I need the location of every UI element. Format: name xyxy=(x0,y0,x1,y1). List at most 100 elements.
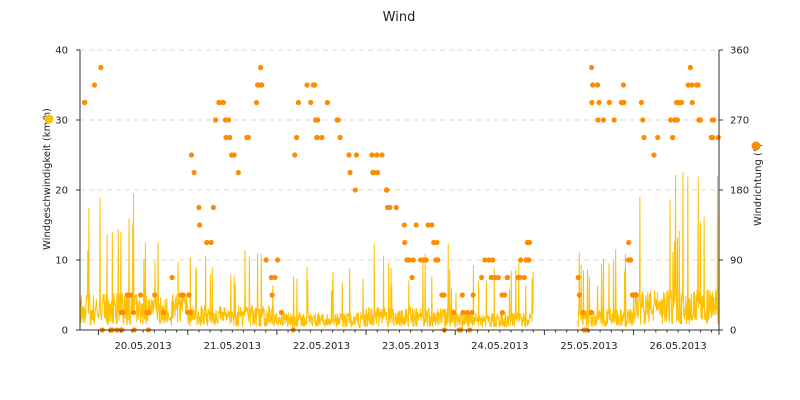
direction-point xyxy=(589,99,595,106)
y-left-tick-label: 20 xyxy=(55,186,68,197)
direction-point xyxy=(595,117,601,123)
direction-point xyxy=(401,222,407,228)
direction-point xyxy=(410,257,416,263)
direction-point xyxy=(697,117,704,123)
speed-legend-marker xyxy=(44,114,54,124)
direction-point xyxy=(152,292,158,298)
direction-point xyxy=(611,117,617,123)
direction-point xyxy=(258,64,264,71)
direction-point xyxy=(409,274,415,281)
grid-lines xyxy=(80,49,719,261)
x-tick-label: 21.05.2013 xyxy=(204,341,261,352)
direction-point xyxy=(689,99,695,106)
direction-point xyxy=(402,239,408,246)
y-left-tick-label: 30 xyxy=(55,116,68,127)
direction-point xyxy=(668,117,674,123)
direction-point xyxy=(596,99,602,106)
direction-point xyxy=(379,152,385,158)
y-left-tick-label: 40 xyxy=(55,46,68,57)
direction-point xyxy=(304,82,310,88)
direction-point xyxy=(138,292,144,298)
direction-point xyxy=(335,117,341,123)
direction-point xyxy=(620,82,627,88)
direction-point xyxy=(235,169,241,176)
direction-point xyxy=(626,239,632,246)
direction-point xyxy=(670,134,676,141)
direction-point xyxy=(413,222,419,228)
direction-point xyxy=(505,274,511,281)
y-left-tick-label: 0 xyxy=(62,326,68,337)
direction-point xyxy=(208,239,214,246)
direction-point xyxy=(460,309,466,316)
direction-point xyxy=(188,152,195,158)
x-tick-label: 23.05.2013 xyxy=(382,341,439,352)
direction-point xyxy=(213,117,219,123)
direction-point xyxy=(621,99,627,106)
direction-point xyxy=(678,99,685,106)
direction-point xyxy=(315,117,321,123)
direction-point xyxy=(269,292,275,298)
direction-point xyxy=(346,152,352,158)
direction-point xyxy=(191,169,197,176)
y-right-axis-label: Windrichtung (°) xyxy=(753,143,764,226)
x-tick-label: 25.05.2013 xyxy=(560,341,617,352)
direction-point xyxy=(130,309,137,316)
direction-point xyxy=(82,99,88,106)
direction-point xyxy=(294,134,300,141)
direction-point xyxy=(186,292,192,298)
direction-point xyxy=(308,99,314,106)
direction-point xyxy=(223,134,229,141)
direction-point xyxy=(526,239,533,246)
direction-point xyxy=(120,309,126,316)
direction-point xyxy=(272,274,278,281)
direction-point xyxy=(169,274,175,281)
direction-point xyxy=(464,309,470,316)
direction-point xyxy=(204,239,210,246)
direction-point xyxy=(337,134,343,141)
direction-point xyxy=(434,239,440,246)
direction-point xyxy=(259,82,265,88)
y-right-tick-label: 270 xyxy=(730,116,749,127)
direction-point xyxy=(576,292,582,298)
direction-point xyxy=(429,222,435,228)
direction-point xyxy=(580,309,586,316)
direction-point xyxy=(197,222,203,228)
direction-point xyxy=(384,187,390,193)
direction-series xyxy=(81,64,721,333)
direction-point xyxy=(594,82,601,88)
direction-point xyxy=(245,134,251,141)
direction-point xyxy=(312,82,318,88)
speed-line xyxy=(79,193,534,330)
direction-point xyxy=(146,309,152,316)
direction-point xyxy=(687,64,694,71)
direction-legend-marker xyxy=(751,141,761,151)
direction-point xyxy=(268,274,274,281)
direction-point xyxy=(521,274,527,281)
direction-point xyxy=(278,309,284,316)
y-right-tick-label: 90 xyxy=(730,256,743,267)
direction-point xyxy=(127,292,134,298)
direction-point xyxy=(374,152,380,158)
direction-point xyxy=(689,82,695,88)
direction-point xyxy=(469,309,475,316)
direction-point xyxy=(319,134,325,141)
direction-point xyxy=(161,309,167,316)
direction-point xyxy=(226,117,232,123)
direction-point xyxy=(482,257,488,263)
x-tick-label: 22.05.2013 xyxy=(293,341,350,352)
direction-point xyxy=(369,152,375,158)
direction-point xyxy=(370,169,377,176)
direction-point xyxy=(423,257,429,263)
x-tick-label: 24.05.2013 xyxy=(471,341,528,352)
direction-point xyxy=(210,204,216,211)
direction-point xyxy=(375,169,381,176)
direction-point xyxy=(495,274,501,281)
direction-point xyxy=(263,257,269,263)
direction-point xyxy=(502,292,508,298)
direction-point xyxy=(227,134,233,141)
direction-point xyxy=(710,134,716,141)
direction-point xyxy=(387,204,393,211)
direction-point xyxy=(638,99,645,106)
direction-point xyxy=(600,117,607,123)
